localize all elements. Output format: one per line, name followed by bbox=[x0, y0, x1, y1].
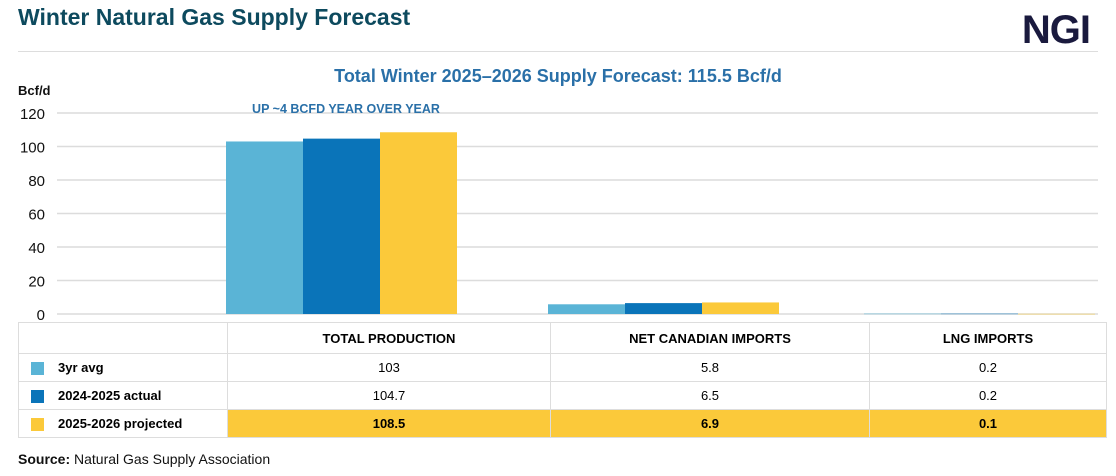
y-tick-label: 0 bbox=[37, 307, 45, 324]
data-table: TOTAL PRODUCTION NET CANADIAN IMPORTS LN… bbox=[18, 322, 1107, 438]
bar bbox=[941, 313, 1018, 315]
bar bbox=[702, 302, 779, 314]
table-corner bbox=[18, 322, 228, 354]
table-cell: 5.8 bbox=[550, 353, 870, 382]
bar bbox=[380, 132, 457, 314]
bar bbox=[864, 313, 941, 315]
legend-label: 2025-2026 projected bbox=[58, 415, 183, 431]
bar bbox=[303, 138, 380, 314]
table-cell: 0.2 bbox=[869, 381, 1107, 410]
y-tick-label: 100 bbox=[20, 140, 45, 157]
legend-swatch bbox=[31, 362, 44, 376]
column-header: TOTAL PRODUCTION bbox=[227, 322, 551, 354]
bar bbox=[226, 141, 303, 314]
y-tick-label: 20 bbox=[28, 274, 45, 291]
y-axis-label: Bcf/d bbox=[18, 83, 51, 98]
source-note: Source: Natural Gas Supply Association bbox=[18, 451, 270, 467]
legend-swatch bbox=[31, 418, 44, 432]
page-title: Winter Natural Gas Supply Forecast bbox=[18, 4, 411, 30]
source-label: Source: bbox=[18, 451, 71, 467]
table-cell: 6.9 bbox=[550, 409, 870, 438]
legend-swatch bbox=[31, 390, 44, 404]
chart-title: Total Winter 2025–2026 Supply Forecast: … bbox=[334, 66, 782, 86]
legend-item: 2024-2025 actual bbox=[18, 381, 228, 410]
table-cell: 104.7 bbox=[227, 381, 551, 410]
y-tick-label: 80 bbox=[28, 173, 45, 190]
column-header: LNG IMPORTS bbox=[869, 322, 1107, 354]
source-text: Natural Gas Supply Association bbox=[74, 451, 271, 467]
table-row: 2025-2026 projected 108.5 6.9 0.1 bbox=[18, 409, 1107, 438]
table-cell: 0.1 bbox=[869, 409, 1107, 438]
table-cell: 108.5 bbox=[227, 409, 551, 438]
divider bbox=[18, 51, 1098, 52]
y-tick-label: 120 bbox=[20, 106, 45, 123]
bar bbox=[548, 304, 625, 314]
bar bbox=[1018, 313, 1095, 315]
table-cell: 103 bbox=[227, 353, 551, 382]
bar-chart: Bcf/d 0 20 40 60 80 100 120 UP ~4 BCFD YEAR OVER… bbox=[18, 83, 1098, 324]
table-row: 2024-2025 actual 104.7 6.5 0.2 bbox=[18, 381, 1107, 410]
legend-item: 3yr avg bbox=[18, 353, 228, 382]
bar bbox=[625, 303, 702, 314]
column-header: NET CANADIAN IMPORTS bbox=[550, 322, 870, 354]
table-cell: 0.2 bbox=[869, 353, 1107, 382]
table-row: 3yr avg 103 5.8 0.2 bbox=[18, 353, 1107, 382]
legend-label: 3yr avg bbox=[58, 359, 104, 375]
table-header-row: TOTAL PRODUCTION NET CANADIAN IMPORTS LN… bbox=[18, 322, 1107, 354]
y-tick-label: 40 bbox=[28, 240, 45, 257]
annotation: UP ~4 BCFD YEAR OVER YEAR bbox=[252, 102, 440, 116]
legend-item: 2025-2026 projected bbox=[18, 409, 228, 438]
ngi-logo: NGI bbox=[1021, 8, 1091, 52]
legend-label: 2024-2025 actual bbox=[58, 387, 162, 403]
y-tick-label: 60 bbox=[28, 207, 45, 224]
table-cell: 6.5 bbox=[550, 381, 870, 410]
